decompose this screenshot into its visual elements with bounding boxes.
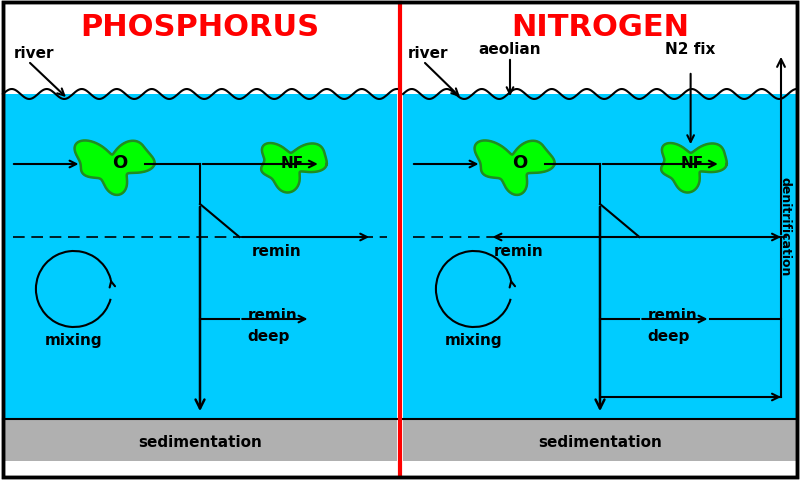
Text: O: O bbox=[112, 154, 127, 172]
Text: denitrification: denitrification bbox=[779, 177, 792, 276]
Bar bbox=[3, 419, 397, 461]
Text: remin: remin bbox=[494, 244, 543, 259]
Bar bbox=[403, 3, 797, 95]
Bar bbox=[403, 419, 797, 461]
Polygon shape bbox=[261, 144, 326, 193]
Text: NF: NF bbox=[681, 155, 704, 170]
Text: deep: deep bbox=[247, 328, 290, 343]
Text: NF: NF bbox=[281, 155, 304, 170]
Text: PHOSPHORUS: PHOSPHORUS bbox=[81, 13, 319, 42]
Text: river: river bbox=[408, 47, 449, 61]
Text: remin: remin bbox=[647, 308, 697, 323]
Polygon shape bbox=[474, 141, 554, 195]
Text: aeolian: aeolian bbox=[478, 42, 542, 58]
Text: sedimentation: sedimentation bbox=[538, 434, 662, 450]
Text: N2 fix: N2 fix bbox=[666, 42, 716, 58]
Bar bbox=[403, 95, 797, 419]
Polygon shape bbox=[661, 144, 726, 193]
Text: NITROGEN: NITROGEN bbox=[511, 13, 689, 42]
Text: mixing: mixing bbox=[445, 332, 502, 347]
Text: remin: remin bbox=[251, 244, 301, 259]
Text: O: O bbox=[512, 154, 527, 172]
Text: mixing: mixing bbox=[45, 332, 102, 347]
Bar bbox=[3, 3, 397, 95]
Text: remin: remin bbox=[247, 308, 297, 323]
Polygon shape bbox=[74, 141, 154, 195]
Bar bbox=[3, 95, 397, 419]
Text: sedimentation: sedimentation bbox=[138, 434, 262, 450]
Text: deep: deep bbox=[647, 328, 690, 343]
Text: river: river bbox=[14, 47, 54, 61]
